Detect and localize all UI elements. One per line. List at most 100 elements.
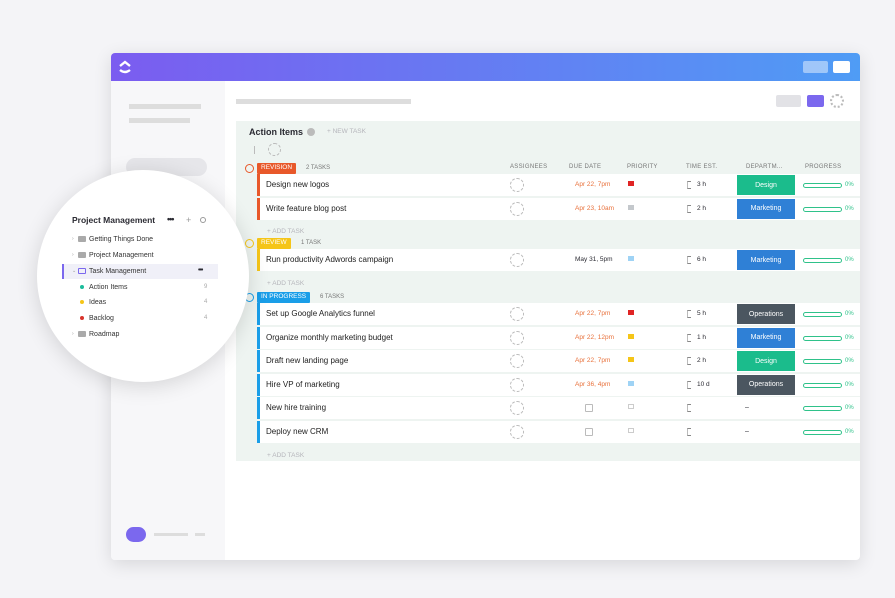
folder-icon (78, 331, 86, 337)
new-task-button[interactable]: + NEW TASK (327, 128, 366, 135)
hourglass-icon (687, 256, 691, 264)
priority-flag[interactable] (628, 357, 634, 363)
add-task-button[interactable]: + ADD TASK (267, 451, 305, 459)
column-header: PROGRESS (805, 164, 842, 170)
hourglass-icon (687, 181, 691, 189)
calendar-icon[interactable] (585, 428, 593, 436)
expand-arrow: › (72, 252, 74, 258)
window-button[interactable] (833, 61, 850, 73)
item-count: 4 (204, 315, 208, 321)
task-count: 1 TASK (301, 240, 322, 246)
priority-flag[interactable] (628, 181, 634, 186)
more-icon: ••• (167, 214, 175, 224)
task-name[interactable]: New hire training (266, 403, 327, 413)
sidebar-item[interactable]: Action Items (89, 284, 128, 291)
column-header: PRIORITY (627, 164, 658, 170)
settings-icon[interactable] (830, 94, 844, 108)
progress-value: 0% (845, 429, 854, 435)
priority-flag[interactable] (628, 310, 634, 315)
time-estimate: 2 h (697, 357, 707, 365)
sidebar-item[interactable]: Project Management (89, 252, 154, 259)
assignee-icon[interactable] (510, 307, 524, 321)
assignee-icon[interactable] (510, 401, 524, 416)
add-task-button[interactable]: + ADD TASK (267, 279, 305, 287)
priority-flag[interactable] (628, 204, 634, 210)
assignee-icon[interactable] (510, 354, 524, 369)
progress-value: 0% (845, 205, 854, 212)
chat-button[interactable] (126, 527, 146, 542)
column-header: DUE DATE (569, 164, 602, 170)
progress-value: 0% (845, 405, 854, 412)
calendar-icon[interactable] (585, 404, 593, 413)
group-toggle[interactable] (245, 164, 254, 173)
status-dot (80, 316, 84, 320)
assignee-filter[interactable] (268, 143, 281, 156)
sidebar-item[interactable]: Task Management (89, 268, 147, 275)
progress-bar (803, 335, 842, 341)
window-button[interactable] (803, 61, 828, 73)
task-name[interactable]: Draft new landing page (266, 356, 349, 366)
assignee-icon[interactable] (510, 425, 524, 439)
progress-bar (803, 406, 842, 412)
hourglass-icon (687, 428, 691, 436)
sidebar-item[interactable]: Backlog (89, 315, 114, 322)
task-row (257, 397, 860, 420)
assignee-icon[interactable] (510, 178, 524, 192)
task-row (257, 326, 860, 349)
view-button[interactable] (807, 95, 824, 107)
due-date: Apr 22, 12pm (575, 333, 615, 341)
priority-flag[interactable] (628, 380, 634, 386)
priority-flag[interactable] (628, 333, 634, 339)
status-dot (80, 300, 84, 304)
flag-icon (254, 146, 260, 154)
department[interactable]: Operations (737, 374, 795, 395)
assignee-icon[interactable] (510, 253, 524, 267)
progress-value: 0% (845, 334, 854, 341)
task-name[interactable]: Organize monthly marketing budget (266, 332, 393, 342)
group-toggle[interactable] (245, 239, 254, 248)
assignee-icon[interactable] (510, 330, 524, 345)
status-tag: REVISION (257, 163, 297, 174)
search-icon (200, 217, 206, 223)
department[interactable]: Design (737, 175, 795, 195)
time-estimate: 1 h (697, 333, 707, 341)
list-title: Action Items (249, 127, 304, 137)
priority-flag[interactable] (628, 256, 634, 261)
popup-title: Project Management (72, 215, 156, 225)
sidebar-item[interactable]: Roadmap (89, 331, 120, 338)
task-name[interactable]: Design new logos (266, 180, 330, 189)
department[interactable]: Design (737, 351, 795, 372)
hourglass-icon (687, 333, 691, 342)
time-estimate: 2 h (697, 204, 707, 212)
department[interactable]: – (745, 428, 749, 435)
department[interactable]: Marketing (737, 250, 795, 270)
folder-icon (78, 252, 86, 258)
column-header: TIME EST. (686, 164, 718, 170)
add-task-button[interactable]: + ADD TASK (267, 228, 305, 236)
assignee-icon[interactable] (510, 201, 524, 216)
priority-flag[interactable] (628, 404, 634, 410)
progress-value: 0% (845, 257, 854, 263)
progress-bar (803, 382, 842, 388)
title-bar (111, 53, 860, 81)
task-name[interactable]: Run productivity Adwords campaign (266, 255, 394, 264)
department[interactable]: Marketing (737, 327, 795, 348)
view-button[interactable] (776, 95, 801, 107)
status-tag: REVIEW (257, 238, 291, 249)
task-name[interactable]: Set up Google Analytics funnel (266, 309, 375, 318)
time-estimate: 6 h (697, 256, 707, 263)
task-name[interactable]: Deploy new CRM (266, 427, 329, 436)
sidebar-item[interactable]: Ideas (89, 299, 107, 306)
department[interactable]: Marketing (737, 198, 795, 219)
department[interactable]: Operations (737, 304, 795, 324)
progress-value: 0% (845, 358, 854, 365)
placeholder (129, 118, 190, 123)
hourglass-icon (687, 310, 691, 318)
task-name[interactable]: Write feature blog post (266, 203, 347, 213)
sidebar-item[interactable]: Getting Things Done (89, 236, 154, 243)
task-name[interactable]: Hire VP of marketing (266, 379, 340, 389)
assignee-icon[interactable] (510, 377, 524, 392)
priority-flag[interactable] (628, 428, 634, 433)
progress-bar (803, 430, 842, 435)
department[interactable]: – (745, 404, 749, 412)
